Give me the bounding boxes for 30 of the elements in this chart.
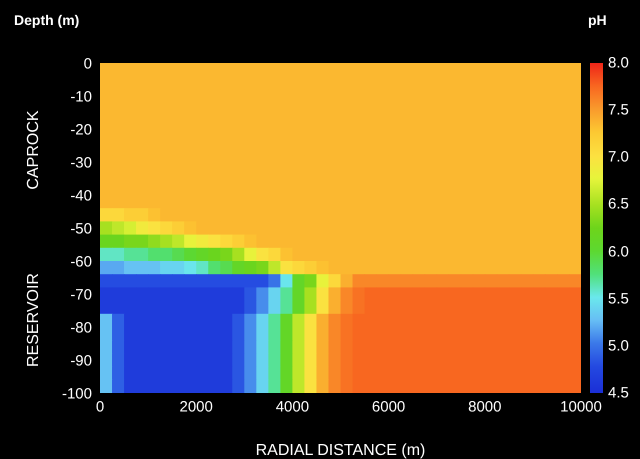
y-tick-label: 0 xyxy=(84,55,92,72)
y-tick-label: -60 xyxy=(70,253,92,270)
color-bar-label: 7.5 xyxy=(608,102,629,119)
y-tick-label: -50 xyxy=(70,220,92,238)
x-tick-label: 4000 xyxy=(276,398,310,416)
x-tick-label: 10000 xyxy=(560,398,602,416)
x-tick-label: 6000 xyxy=(372,398,406,416)
color-bar-title: pH xyxy=(588,12,607,28)
y-tick-label: -90 xyxy=(70,352,92,370)
text: CAPROCK xyxy=(25,110,43,190)
y-tick-label: -100 xyxy=(62,385,92,402)
y-tick-label: -40 xyxy=(70,187,92,204)
y-axis-title: Depth (m) xyxy=(14,12,80,28)
y-tick-label: -70 xyxy=(70,286,92,304)
x-tick-label: 8000 xyxy=(468,398,502,416)
text: RESERVOIR xyxy=(25,273,43,367)
y-tick-label: -10 xyxy=(70,88,92,106)
color-bar-label: 8.0 xyxy=(608,54,629,72)
color-bar-label: 7.0 xyxy=(608,148,629,166)
color-bar-label: 4.5 xyxy=(608,384,629,402)
x-tick-label: 0 xyxy=(96,398,104,416)
x-axis-title: RADIAL DISTANCE (m) xyxy=(256,442,426,459)
color-bar-label: 6.0 xyxy=(608,243,629,260)
x-tick-label: 2000 xyxy=(180,398,213,416)
y-tick-label: -20 xyxy=(70,121,92,138)
y-tick-label: -30 xyxy=(70,154,92,172)
color-bar-label: 5.5 xyxy=(608,290,629,308)
y-tick-label: -80 xyxy=(70,319,92,336)
color-bar-label: 5.0 xyxy=(608,337,629,354)
color-bar-label: 6.5 xyxy=(608,196,629,213)
